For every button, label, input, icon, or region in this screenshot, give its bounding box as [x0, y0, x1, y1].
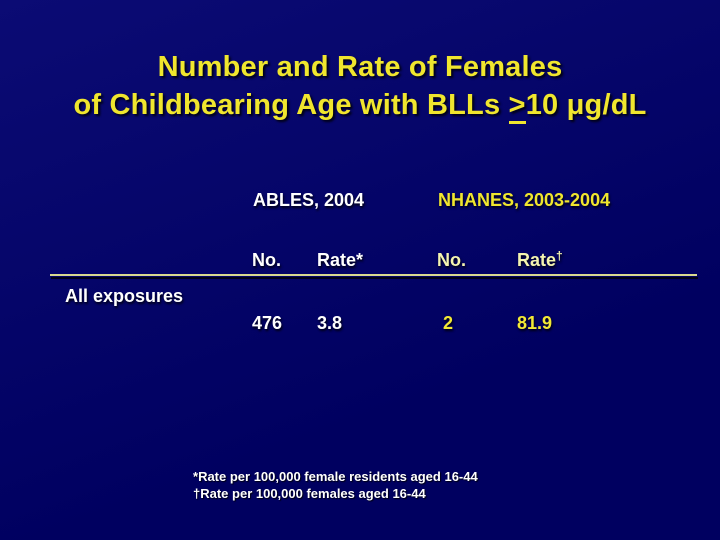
- footnote-marker-asterisk: *: [193, 469, 199, 484]
- group-header-ables: ABLES, 2004: [253, 190, 365, 210]
- title-line-2-suffix: 10 μg/dL: [525, 89, 647, 121]
- group-header-nhanes: NHANES, 2003-2004: [438, 190, 611, 210]
- value-nhanes-no: 2: [443, 313, 454, 333]
- value-ables-no: 476: [252, 313, 283, 333]
- footnote-rate-ables: *Rate per 100,000 female residents aged …: [193, 468, 478, 485]
- footnote-rate-nhanes: †Rate per 100,000 females aged 16-44: [193, 485, 478, 502]
- col-header-ables-no: No.: [252, 250, 281, 270]
- title-line-2-prefix: of Childbearing Age with BLLs: [73, 89, 509, 121]
- footnote-marker-dagger: †: [193, 486, 201, 501]
- footnote-text-ables: Rate per 100,000 female residents aged 1…: [198, 469, 478, 484]
- col-header-nhanes-rate: Rate†: [517, 250, 563, 271]
- table-divider-line: [50, 274, 697, 276]
- col-header-nhanes-no: No.: [437, 250, 466, 270]
- footnotes: *Rate per 100,000 female residents aged …: [193, 468, 478, 502]
- col-header-nhanes-rate-text: Rate: [517, 250, 557, 270]
- row-label-all-exposures: All exposures: [65, 286, 184, 306]
- col-header-ables-rate: Rate*: [317, 250, 364, 270]
- slide-title: Number and Rate of Females of Childbeari…: [0, 48, 720, 124]
- footnote-text-nhanes: Rate per 100,000 females aged 16-44: [200, 486, 426, 501]
- value-nhanes-rate: 81.9: [517, 313, 553, 333]
- title-line-2: of Childbearing Age with BLLs >10 μg/dL: [0, 86, 720, 124]
- greater-equal-symbol: >: [508, 89, 526, 124]
- value-ables-rate: 3.8: [317, 313, 343, 333]
- title-line-1: Number and Rate of Females: [157, 51, 563, 83]
- dagger-symbol: †: [556, 249, 563, 263]
